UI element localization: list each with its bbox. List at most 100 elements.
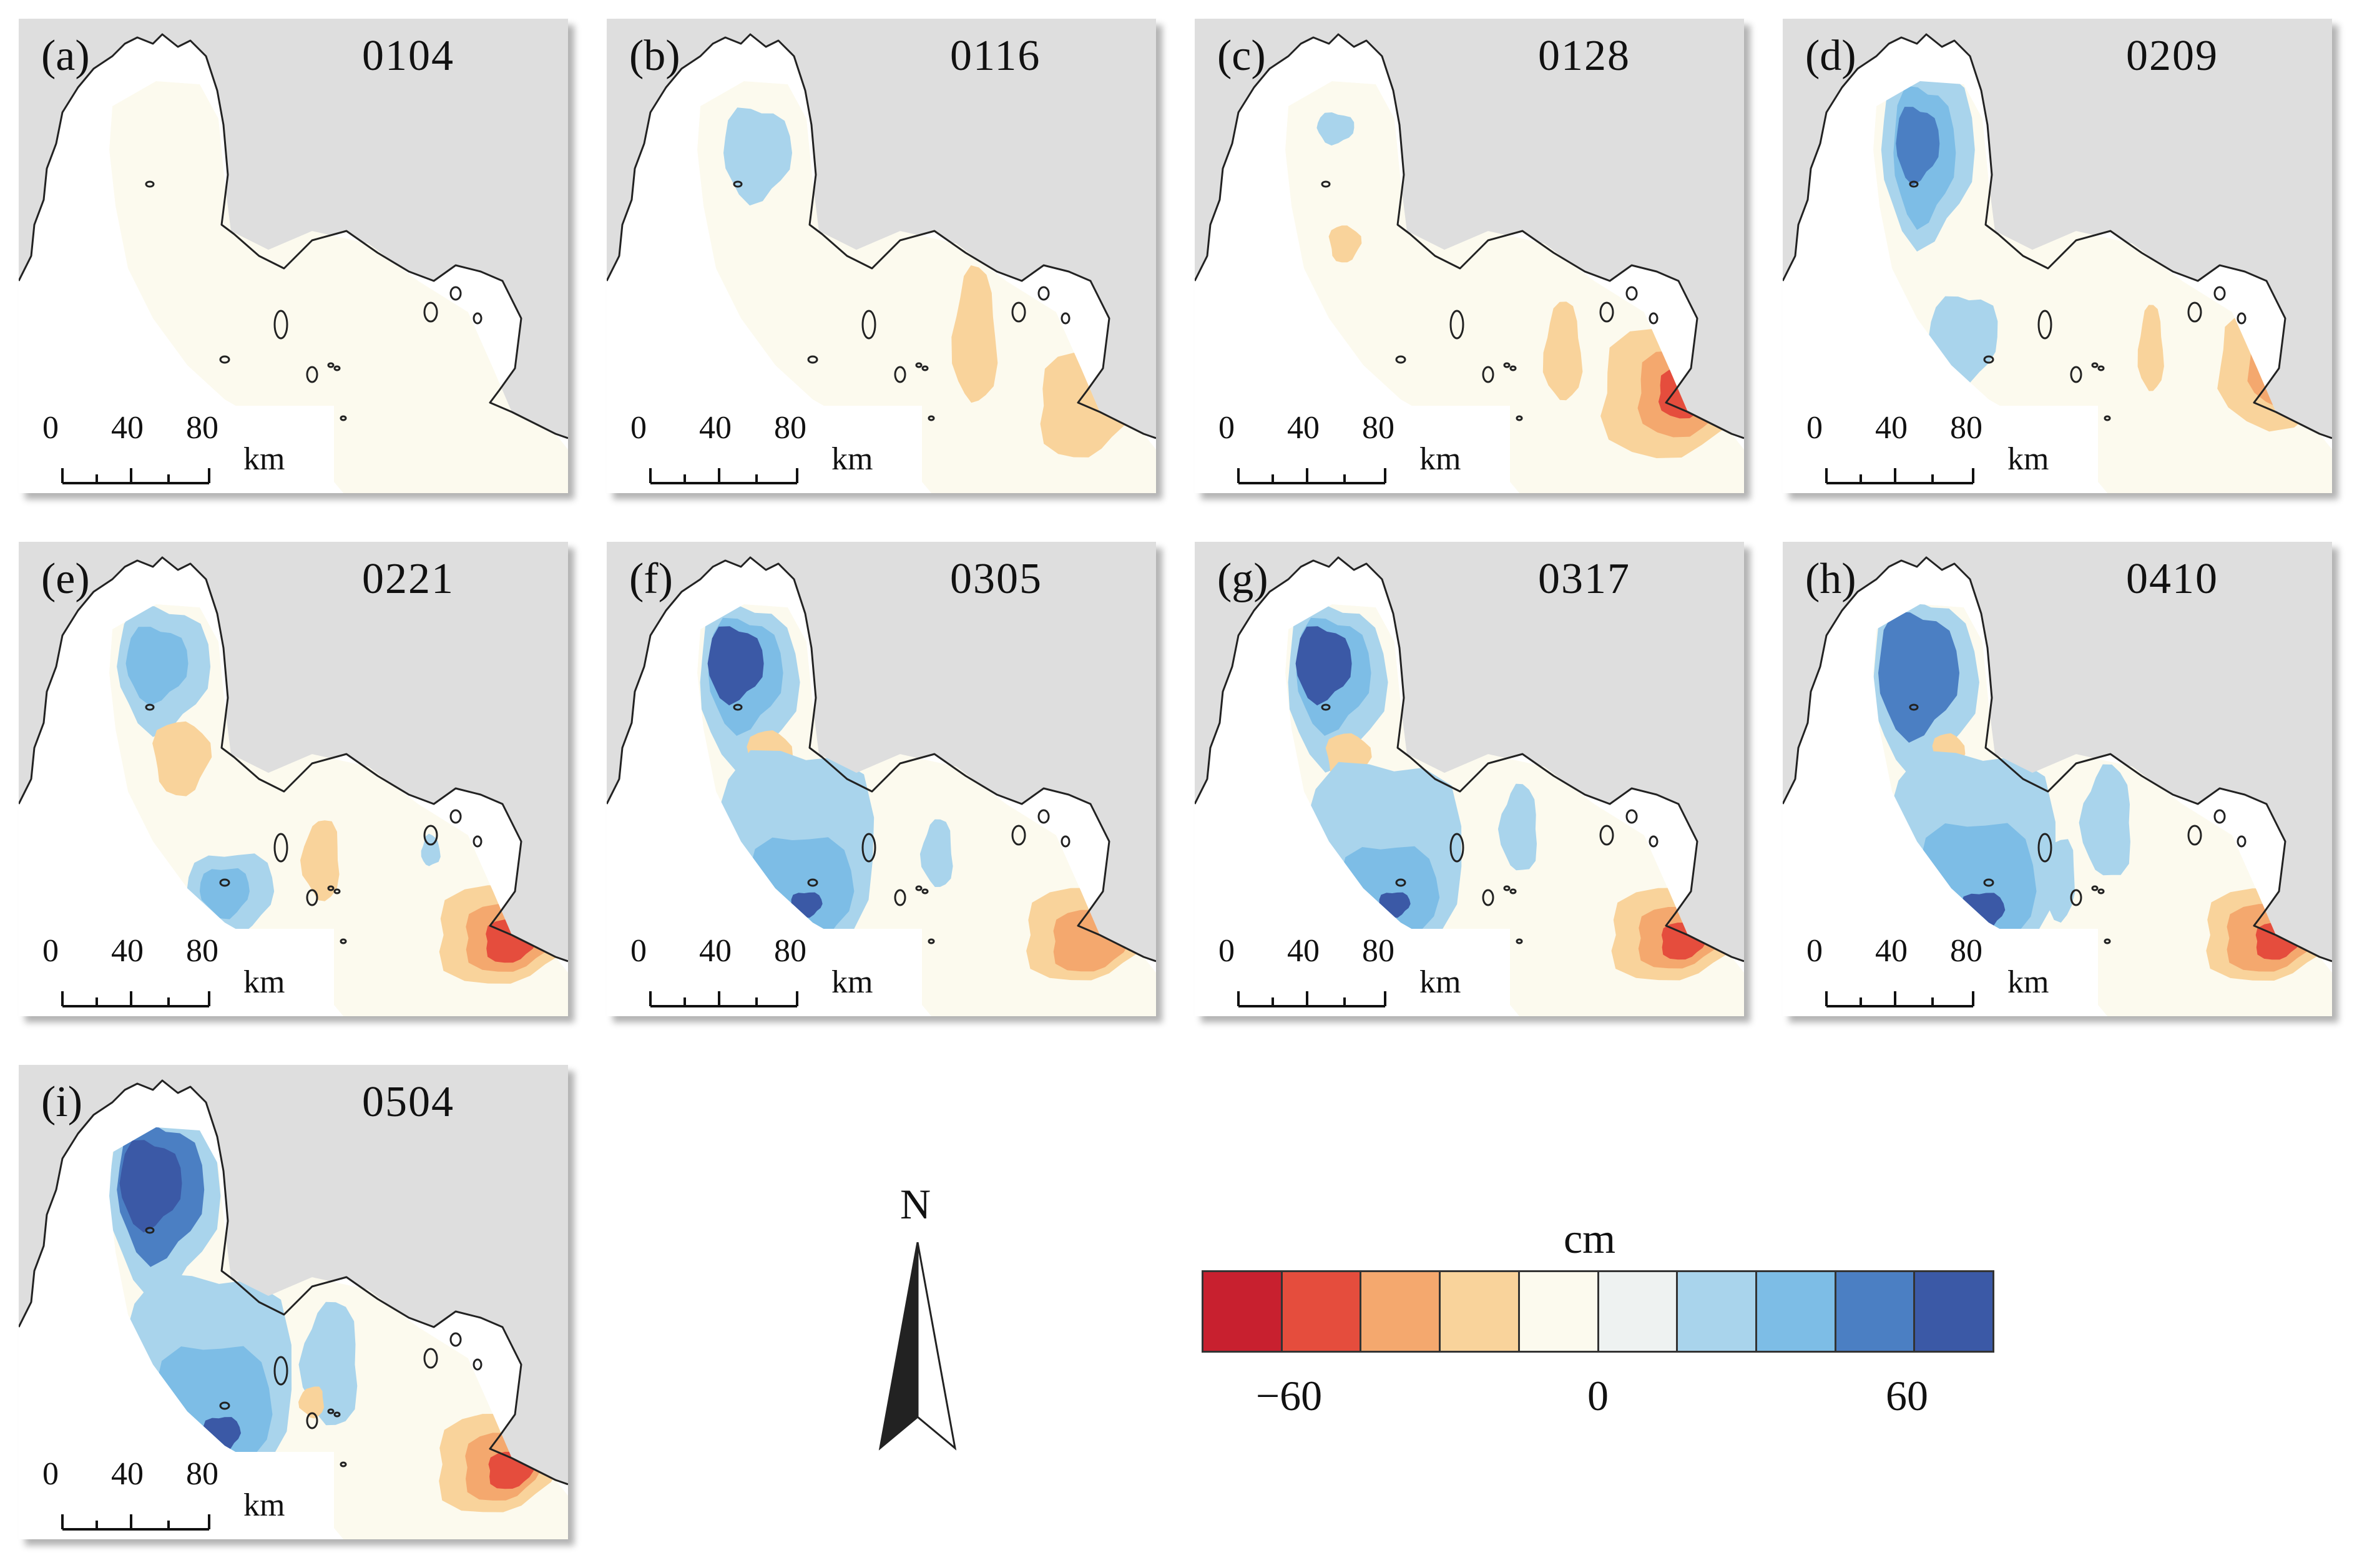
north-arrow-icon [878,1242,957,1451]
panel-label: (e) [41,555,90,603]
scale-unit: km [1419,441,1461,477]
deformation-map [19,556,568,1016]
panel-date: 0410 [2126,555,2218,603]
map-panel-b: (b) 0116 0 40 80 km [607,19,1156,493]
panel-date: 0128 [1538,32,1630,80]
map-panel-h: (h) 0410 0 40 80 km [1783,542,2332,1016]
map-panel-i: (i) 0504 0 40 80 km [19,1065,568,1539]
legend-colorbar [1202,1270,1994,1353]
legend-swatch-7 [1757,1272,1836,1351]
map-panel-f: (f) 0305 0 40 80 km [607,542,1156,1016]
deformation-map [19,1079,568,1539]
scale-unit: km [243,964,285,1000]
scale-unit: km [831,964,873,1000]
panel-label: (f) [629,555,673,603]
scale-bar: 0 40 80 km [1195,929,1510,1016]
map-panel-d: (d) 0209 0 40 80 km [1783,19,2332,493]
panel-label: (h) [1805,555,1856,603]
scale-tick: 0 [42,1456,59,1492]
scale-tick: 40 [1875,933,1908,969]
scale-tick: 80 [1950,410,1982,446]
scale-bar: 0 40 80 km [19,406,334,493]
scale-bar-line [61,1514,210,1531]
scale-bar-line [61,468,210,484]
north-label: N [900,1180,931,1228]
scale-bar-line [1237,468,1386,484]
panel-date: 0305 [950,555,1042,603]
panel-date: 0317 [1538,555,1630,603]
legend-swatch-1 [1282,1272,1362,1351]
scale-unit: km [243,441,285,477]
color-legend: cm −60 0 60 [1202,1214,1994,1420]
scale-tick: 0 [1218,410,1235,446]
scale-tick: 40 [1287,933,1320,969]
scale-tick: 40 [699,933,732,969]
scale-tick: 0 [1218,933,1235,969]
scale-tick: 0 [42,410,59,446]
scale-bar: 0 40 80 km [607,929,922,1016]
scale-bar-line [649,991,798,1007]
scale-bar-line [1825,468,1974,484]
panel-label: (d) [1805,32,1856,80]
map-panel-c: (c) 0128 0 40 80 km [1195,19,1744,493]
scale-bar-line [1825,991,1974,1007]
scale-tick: 0 [42,933,59,969]
north-arrow: N [874,1180,961,1461]
legend-swatch-5 [1599,1272,1678,1351]
map-panel-a: (a) 0104 0 40 80 km [19,19,568,493]
legend-swatch-2 [1361,1272,1441,1351]
scale-tick: 0 [630,933,647,969]
scale-bar: 0 40 80 km [607,406,922,493]
scale-tick: 80 [186,410,218,446]
scale-unit: km [2007,964,2049,1000]
scale-tick: 40 [699,410,732,446]
scale-unit: km [1419,964,1461,1000]
scale-tick: 40 [1287,410,1320,446]
scale-bar: 0 40 80 km [1783,406,2098,493]
scale-tick: 80 [186,1456,218,1492]
scale-bar: 0 40 80 km [1783,929,2098,1016]
scale-tick: 40 [111,933,144,969]
legend-swatch-0 [1203,1272,1283,1351]
scale-bar-line [649,468,798,484]
legend-tick-min: −60 [1255,1372,1323,1419]
deformation-map [607,556,1156,1016]
map-panel-e: (e) 0221 0 40 80 km [19,542,568,1016]
legend-swatch-6 [1678,1272,1757,1351]
panel-date: 0104 [362,32,454,80]
scale-tick: 0 [1806,410,1823,446]
legend-unit: cm [1564,1215,1616,1262]
scale-unit: km [831,441,873,477]
deformation-map [1195,556,1744,1016]
scale-tick: 0 [630,410,647,446]
map-panel-g: (g) 0317 0 40 80 km [1195,542,1744,1016]
scale-unit: km [243,1487,285,1523]
scale-tick: 80 [774,410,806,446]
legend-swatch-8 [1836,1272,1916,1351]
deformation-map [607,33,1156,493]
scale-bar: 0 40 80 km [19,1452,334,1539]
legend-swatch-4 [1519,1272,1599,1351]
panel-date: 0221 [362,555,454,603]
scale-tick: 80 [1362,933,1394,969]
legend-tick-max: 60 [1886,1372,1928,1419]
legend-swatch-3 [1441,1272,1520,1351]
scale-bar: 0 40 80 km [19,929,334,1016]
panel-date: 0209 [2126,32,2218,80]
scale-tick: 40 [1875,410,1908,446]
panel-date: 0116 [950,32,1041,80]
scale-bar-line [1237,991,1386,1007]
scale-tick: 40 [111,1456,144,1492]
scale-unit: km [2007,441,2049,477]
legend-swatch-9 [1915,1272,1993,1351]
scale-bar-line [61,991,210,1007]
panel-label: (c) [1217,32,1266,80]
deformation-map [1195,33,1744,493]
scale-tick: 80 [1362,410,1394,446]
scale-tick: 40 [111,410,144,446]
scale-bar: 0 40 80 km [1195,406,1510,493]
scale-tick: 80 [186,933,218,969]
panel-label: (i) [41,1078,83,1126]
deformation-map [1783,33,2332,493]
scale-tick: 80 [774,933,806,969]
